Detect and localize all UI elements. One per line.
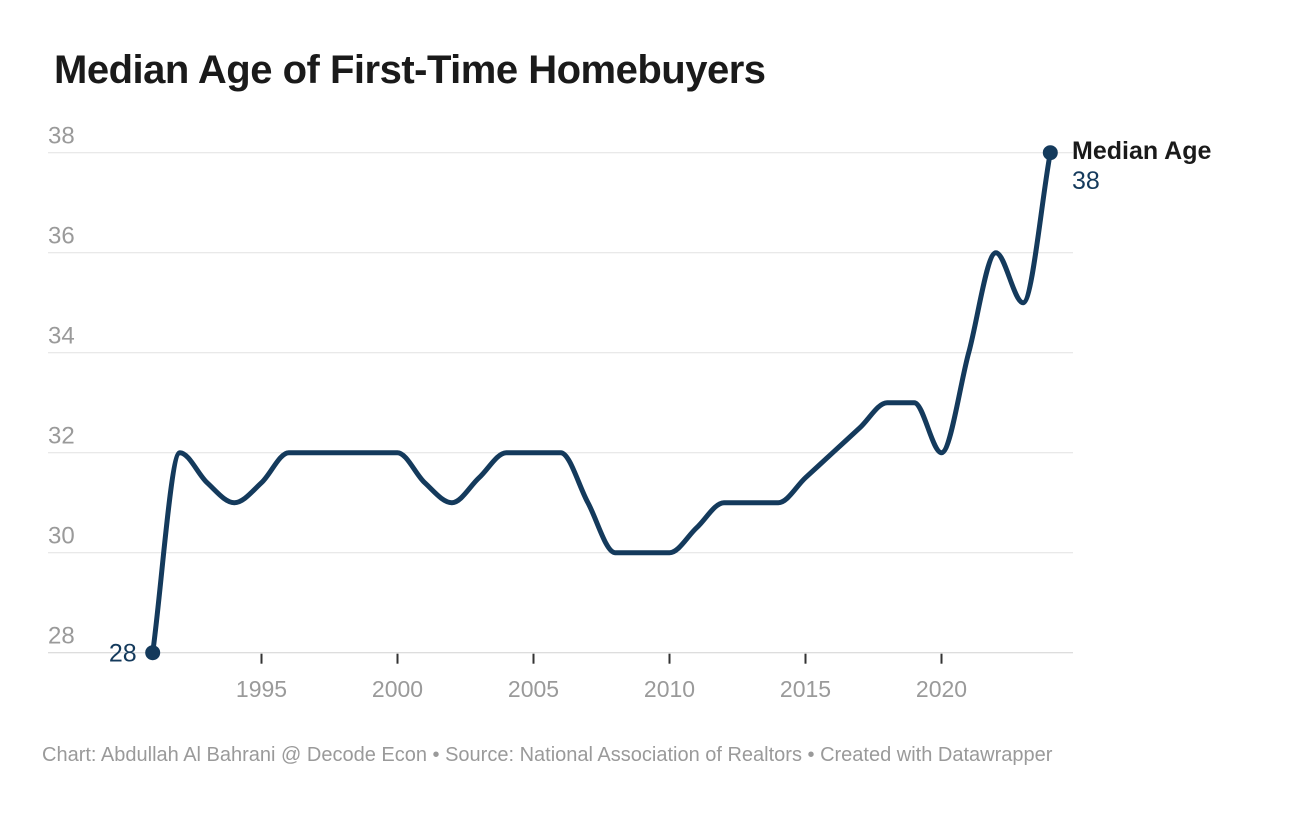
y-axis-tick-label: 32 <box>48 423 75 450</box>
start-value-label: 28 <box>109 640 137 668</box>
x-axis-tick-label: 2015 <box>780 676 831 702</box>
chart-footer: Chart: Abdullah Al Bahrani @ Decode Econ… <box>42 744 1053 766</box>
chart-title: Median Age of First-Time Homebuyers <box>54 48 766 92</box>
x-axis-tick-label: 2010 <box>644 676 695 702</box>
x-axis-tick-label: 1995 <box>236 676 287 702</box>
y-axis-tick-label: 30 <box>48 523 75 550</box>
x-axis-tick-label: 2020 <box>916 676 967 702</box>
series-name-label: Median Age <box>1072 137 1211 165</box>
x-axis-tick-label: 2000 <box>372 676 423 702</box>
median-age-line <box>150 150 1053 656</box>
x-axis-tick-label: 2005 <box>508 676 559 702</box>
start-point-dot <box>145 645 161 661</box>
y-axis-tick-label: 36 <box>48 223 75 250</box>
y-axis-tick-label: 38 <box>48 123 75 150</box>
y-axis-tick-label: 34 <box>48 323 75 350</box>
end-point-dot <box>1042 145 1058 161</box>
y-axis-tick-label: 28 <box>48 623 75 650</box>
end-value-label: 38 <box>1072 167 1100 195</box>
